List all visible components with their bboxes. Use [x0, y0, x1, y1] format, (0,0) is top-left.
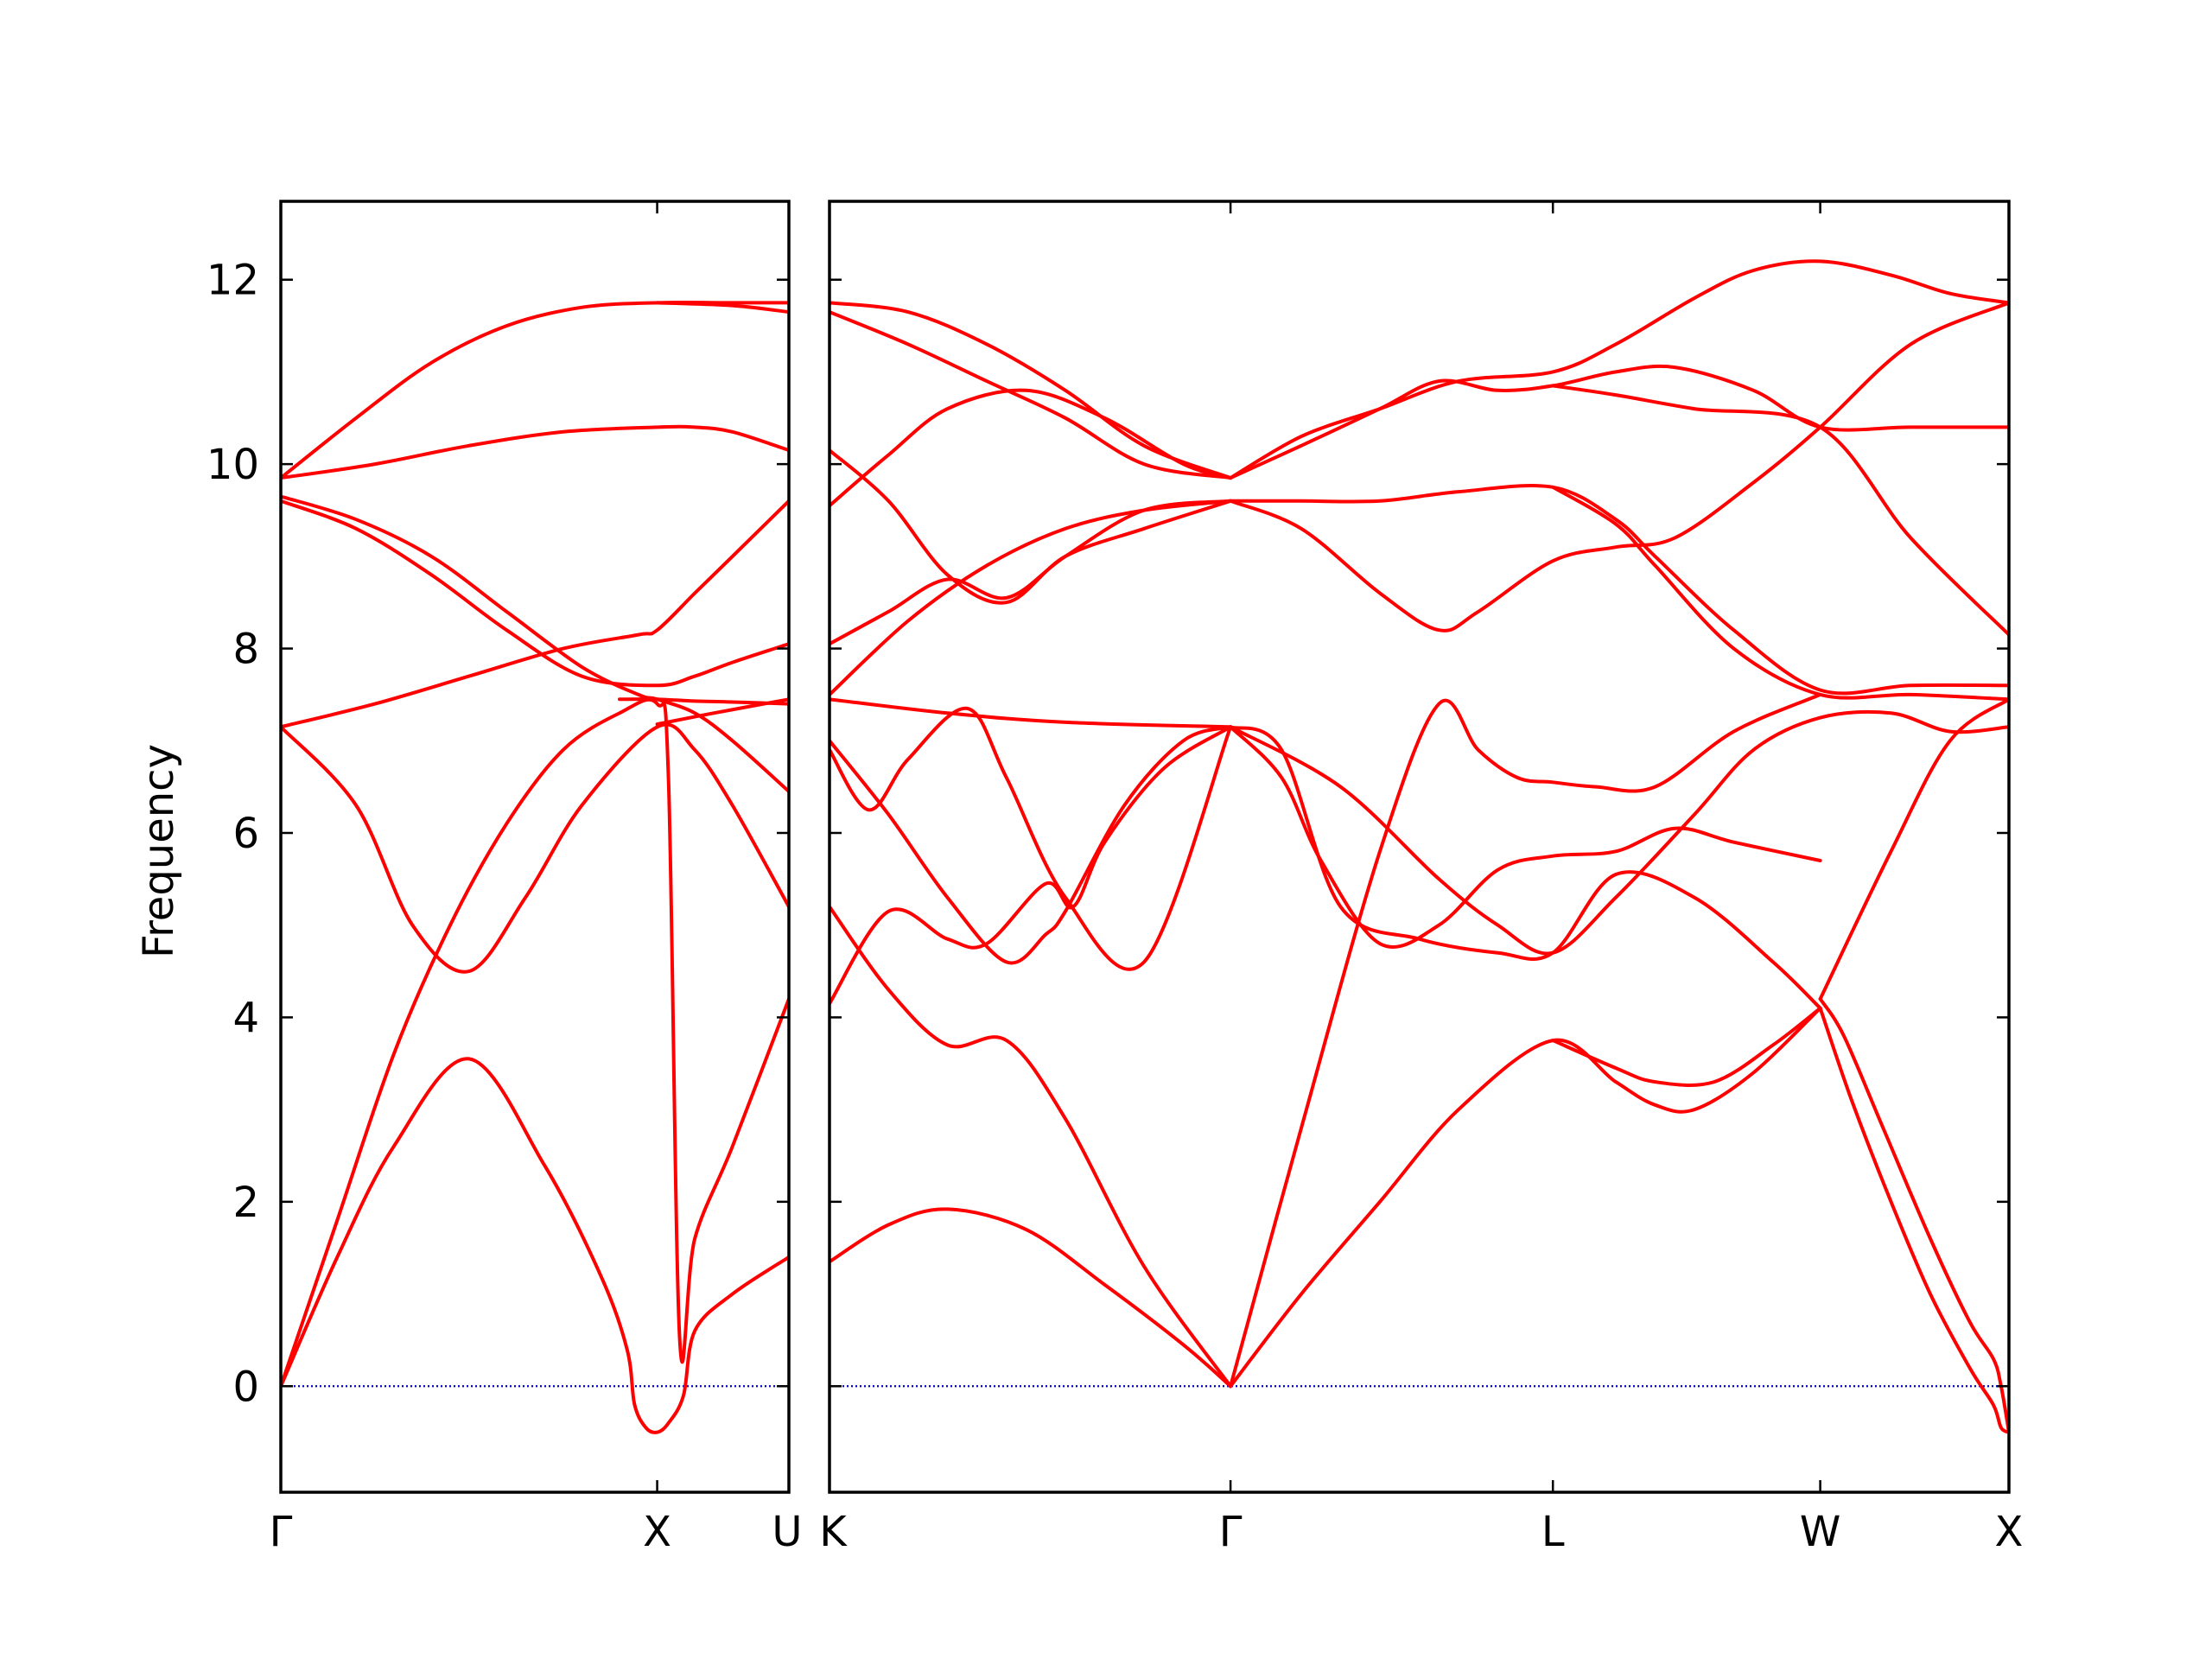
band-line-10 [830, 725, 1233, 965]
y-tick-label: 4 [232, 994, 259, 1042]
band-line-15 [1818, 697, 2009, 1001]
band-line-3 [1551, 1006, 1822, 1087]
band-line-22 [830, 448, 1233, 605]
x-tick-label: Γ [1219, 1508, 1243, 1556]
band-line-8 [830, 725, 1233, 1006]
plot-frame [828, 200, 2011, 1494]
band-line-27 [830, 310, 1233, 480]
band-line-11 [655, 301, 789, 315]
band-line-4 [281, 499, 789, 729]
y-tick-label: 2 [232, 1179, 259, 1227]
y-tick-label: 10 [207, 441, 259, 489]
band-line-9 [618, 697, 789, 706]
x-tick-label: L [1541, 1508, 1565, 1556]
band-line-5 [281, 499, 789, 688]
band-line-11 [1229, 725, 1822, 1010]
band-line-8 [281, 301, 789, 480]
plot-frame [279, 200, 791, 1494]
band-line-21 [830, 388, 1233, 508]
y-axis: 0 2 4 6 8 10 12 [207, 257, 259, 1412]
y-tick-label: 8 [232, 626, 259, 674]
band-line-14 [1229, 709, 2009, 956]
x-tick-label: X [643, 1508, 671, 1556]
band-line-17 [830, 499, 1233, 646]
band-group [281, 301, 789, 1434]
band-line-19 [1229, 484, 2009, 696]
band-line-9 [1229, 725, 1822, 949]
x-tick-label: W [1800, 1508, 1840, 1556]
band-line-24 [1229, 259, 2009, 480]
band-line-20 [1551, 485, 2009, 702]
band-line-18 [1229, 301, 2009, 632]
band-line-6 [830, 905, 1233, 1389]
band-line-23 [1229, 364, 2009, 480]
band-line-1 [281, 1057, 789, 1434]
band-line-26 [830, 301, 1233, 480]
band-line-5 [1818, 997, 2009, 1434]
band-line-7 [1229, 692, 1822, 1389]
band-line-16 [830, 499, 1233, 696]
band-line-7 [281, 424, 789, 480]
x-tick-label: K [819, 1508, 848, 1556]
band-line-4 [1818, 1006, 2009, 1434]
y-axis-label: Frequency [135, 744, 183, 958]
band-line-13 [830, 697, 1233, 729]
band-line-10 [655, 697, 789, 727]
y-tick-label: 6 [232, 810, 259, 858]
x-tick-label: Γ [270, 1508, 293, 1556]
band-line-3 [281, 722, 789, 974]
band-line-2 [281, 697, 789, 1389]
band-line-25 [1551, 384, 2009, 637]
x-tick-label: X [1995, 1508, 2024, 1556]
band-line-12 [830, 706, 1233, 971]
band-group [830, 259, 2009, 1434]
y-tick-label: 12 [207, 257, 259, 305]
band-line-1 [830, 1207, 1233, 1389]
y-tick-label: 0 [232, 1363, 259, 1411]
x-tick-label: U [772, 1508, 802, 1556]
band-line-6 [281, 494, 789, 793]
